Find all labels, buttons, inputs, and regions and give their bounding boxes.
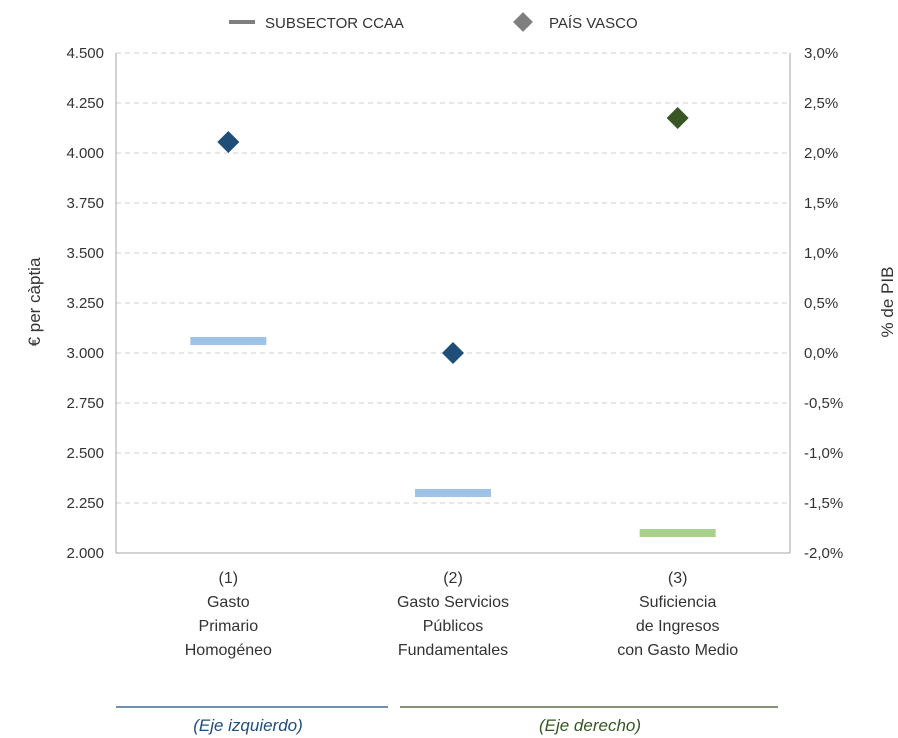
note-left: (Eje izquierdo) — [193, 716, 303, 735]
subsector-ccaa-marker — [415, 489, 491, 497]
subsector-ccaa-marker — [639, 529, 716, 537]
y-left-tick-label: 3.000 — [66, 345, 104, 362]
legend-label-pais-vasco: PAÍS VASCO — [549, 15, 638, 32]
y-left-tick-label: 3.500 — [66, 245, 104, 262]
pais-vasco-marker — [217, 131, 240, 153]
left-axis-ticks: 2.000 2.250 2.500 2.750 3.000 3.250 3.500 3.750… — [66, 45, 104, 562]
y-left-tick-label: 2.750 — [66, 395, 104, 412]
y-right-tick-label: 2,0% — [804, 145, 838, 162]
y-right-tick-label: -1,5% — [804, 495, 843, 512]
category-label-line: (2) — [443, 570, 463, 587]
y-axis-right-title: % de PIB — [878, 267, 897, 338]
category-label-line: Públicos — [423, 618, 483, 635]
y-right-tick-label: 1,5% — [804, 195, 838, 212]
y-left-tick-label: 2.500 — [66, 445, 104, 462]
y-left-tick-label: 2.000 — [66, 545, 104, 562]
category-labels: (1) Gasto Primario Homogéneo (2) Gasto Servic… — [185, 570, 738, 659]
category-label-line: Suficiencia — [639, 594, 716, 611]
right-axis-ticks: -2,0% -1,5% -1,0% -0,5% 0,0% 0,5% 1,0% 1,5% 2,0%… — [804, 45, 843, 562]
y-right-tick-label: 3,0% — [804, 45, 838, 62]
legend-label-subsector: SUBSECTOR CCAA — [265, 15, 404, 32]
pais-vasco-marker — [666, 107, 689, 129]
category-label-line: Gasto — [207, 594, 250, 611]
y-axis-left-title: € per càptia — [25, 257, 44, 346]
y-left-tick-label: 3.250 — [66, 295, 104, 312]
category-label: (1) Gasto Primario Homogéneo — [185, 570, 272, 659]
y-right-tick-label: 2,5% — [804, 95, 838, 112]
category-label-line: (1) — [219, 570, 239, 587]
data-marks — [190, 107, 716, 537]
y-left-tick-label: 2.250 — [66, 495, 104, 512]
axis-notes: (Eje izquierdo) (Eje derecho) — [116, 706, 778, 735]
y-left-tick-label: 3.750 — [66, 195, 104, 212]
category-label: (3) Suficiencia de Ingresos con Gasto Medio — [617, 570, 738, 659]
gridlines — [116, 52, 790, 504]
pais-vasco-marker — [442, 342, 464, 364]
category-label-line: Gasto Servicios — [397, 594, 509, 611]
category-label-line: (3) — [668, 570, 688, 587]
legend-diamond-icon — [513, 12, 533, 32]
category-label-line: Fundamentales — [398, 642, 508, 659]
y-right-tick-label: -0,5% — [804, 395, 843, 412]
y-left-tick-label: 4.000 — [66, 145, 104, 162]
legend-dash-icon — [229, 20, 255, 24]
y-left-tick-label: 4.500 — [66, 45, 104, 62]
subsector-ccaa-marker — [190, 337, 267, 345]
y-right-tick-label: -1,0% — [804, 445, 843, 462]
y-right-tick-label: 1,0% — [804, 245, 838, 262]
note-right: (Eje derecho) — [539, 716, 641, 735]
category-label: (2) Gasto Servicios Públicos Fundamentales — [397, 570, 509, 659]
legend: SUBSECTOR CCAA PAÍS VASCO — [229, 12, 638, 32]
category-label-line: Homogéneo — [185, 642, 272, 659]
y-right-tick-label: 0,5% — [804, 295, 838, 312]
y-left-tick-label: 4.250 — [66, 95, 104, 112]
y-right-tick-label: -2,0% — [804, 545, 843, 562]
axes — [115, 53, 791, 554]
category-label-line: de Ingresos — [636, 618, 720, 635]
category-label-line: con Gasto Medio — [617, 642, 738, 659]
y-right-tick-label: 0,0% — [804, 345, 838, 362]
category-label-line: Primario — [199, 618, 259, 635]
